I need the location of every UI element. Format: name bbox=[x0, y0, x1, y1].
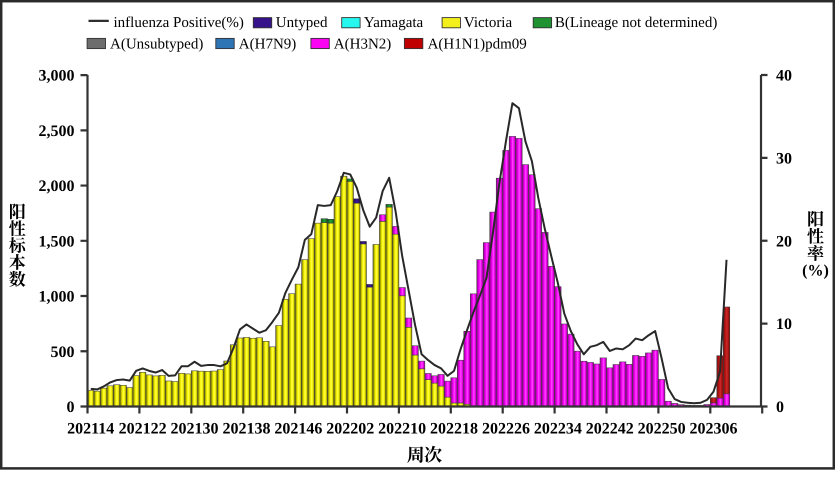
svg-text:202250: 202250 bbox=[638, 421, 686, 438]
svg-text:2,000: 2,000 bbox=[39, 178, 75, 195]
svg-text:40: 40 bbox=[776, 68, 792, 85]
svg-text:202114: 202114 bbox=[67, 421, 114, 438]
svg-text:0: 0 bbox=[776, 399, 784, 416]
svg-text:A(H3N2): A(H3N2) bbox=[334, 36, 392, 52]
svg-text:202138: 202138 bbox=[222, 421, 270, 438]
svg-text:2,500: 2,500 bbox=[39, 123, 75, 140]
svg-text:30: 30 bbox=[776, 150, 792, 167]
svg-text:Untyped: Untyped bbox=[276, 15, 328, 31]
svg-text:B(Lineage not determined): B(Lineage not determined) bbox=[555, 15, 717, 31]
svg-text:202130: 202130 bbox=[171, 421, 219, 438]
svg-text:202226: 202226 bbox=[482, 421, 530, 438]
svg-text:A(Unsubtyped): A(Unsubtyped) bbox=[110, 36, 203, 52]
svg-text:20: 20 bbox=[776, 233, 792, 250]
svg-text:3,000: 3,000 bbox=[39, 68, 75, 85]
svg-text:0: 0 bbox=[67, 399, 75, 416]
svg-text:Yamagata: Yamagata bbox=[364, 15, 424, 31]
svg-text:1,000: 1,000 bbox=[39, 289, 75, 306]
svg-text:influenza Positive(%): influenza Positive(%) bbox=[114, 15, 244, 31]
svg-text:202234: 202234 bbox=[534, 421, 582, 438]
svg-text:A(H1N1)pdm09: A(H1N1)pdm09 bbox=[428, 36, 527, 52]
svg-text:202122: 202122 bbox=[119, 421, 167, 438]
svg-text:202218: 202218 bbox=[430, 421, 478, 438]
svg-text:202202: 202202 bbox=[326, 421, 374, 438]
svg-text:202210: 202210 bbox=[378, 421, 426, 438]
svg-text:202306: 202306 bbox=[690, 421, 738, 438]
svg-text:(%): (%) bbox=[802, 263, 829, 280]
svg-text:1,500: 1,500 bbox=[39, 233, 75, 250]
svg-text:10: 10 bbox=[776, 316, 792, 333]
svg-text:A(H7N9): A(H7N9) bbox=[239, 36, 296, 52]
svg-text:Victoria: Victoria bbox=[464, 15, 513, 31]
svg-text:202146: 202146 bbox=[274, 421, 322, 438]
svg-text:500: 500 bbox=[51, 344, 75, 361]
svg-text:202242: 202242 bbox=[586, 421, 634, 438]
